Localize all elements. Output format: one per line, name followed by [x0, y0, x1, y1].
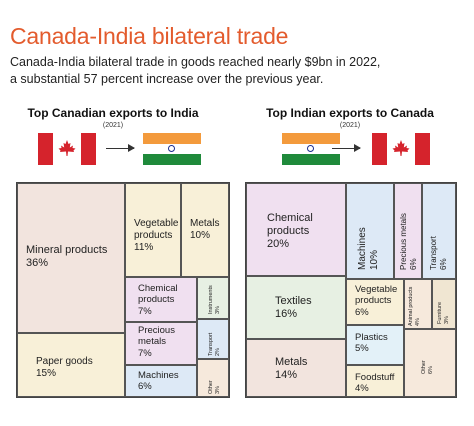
treemap-cell: Metals 14%	[246, 339, 346, 397]
treemap-cell-label: Other	[208, 380, 214, 394]
treemap-cell-label: Vegetable products	[134, 218, 179, 241]
left-panel-title: Top Canadian exports to India	[27, 106, 199, 120]
treemap-cell-label: Mineral products	[26, 244, 108, 256]
treemap-cell: Chemical products 7%	[125, 277, 197, 322]
treemap-cell-value: 4%	[355, 383, 369, 395]
treemap-cell: Vegetable products 6%	[346, 279, 404, 325]
treemap-cell: Plastics 5%	[346, 325, 404, 365]
treemap-cell: Chemical products 20%	[246, 183, 346, 276]
treemap-cell-label: Vegetable products	[355, 284, 398, 307]
treemap-cell-value: 6%	[408, 258, 418, 270]
india-flag-icon	[282, 133, 340, 165]
treemap-cell-value: 5%	[355, 343, 369, 355]
treemap-cell: Precious metals 7%	[125, 322, 197, 365]
treemap-cell: Other 6%	[404, 329, 456, 397]
treemap-cell-label: Plastics	[355, 332, 388, 343]
treemap-cell: Textiles 16%	[246, 276, 346, 339]
treemap-cell: Animal products 4%	[404, 279, 432, 329]
treemap-cell-label: Precious metals	[138, 325, 175, 348]
treemap-cell: Machines 6%	[125, 365, 197, 397]
treemap-cell: Machines 10%	[346, 183, 394, 279]
treemap-cell-value: 3%	[443, 316, 450, 324]
treemap-cell-label: Other	[421, 360, 427, 374]
treemap-cell-value: 6%	[138, 381, 152, 393]
left-panel-year: (2021)	[102, 122, 124, 129]
treemap-cell-value: 3%	[214, 306, 221, 314]
treemap-cell-label: Precious metals	[399, 213, 408, 270]
treemap-cell-label: Animal products	[408, 286, 414, 326]
treemap-cell: Other 3%	[197, 359, 229, 397]
page-title: Canada-India bilateral trade	[10, 23, 289, 49]
treemap-cell-label: Textiles	[275, 295, 312, 307]
treemap-cell-value: 15%	[36, 368, 57, 379]
treemap-cell: Mineral products 36%	[17, 183, 125, 333]
treemap-cell: Paper goods 15%	[17, 333, 125, 397]
treemap-cell: Foodstuff 4%	[346, 365, 404, 397]
treemap-cell-value: 2%	[214, 348, 221, 356]
india-flag-icon	[143, 133, 201, 165]
treemap-cell-label: Paper goods	[36, 356, 93, 367]
treemap-cell-value: 3%	[214, 386, 221, 394]
treemap-cell-value: 36%	[26, 257, 49, 270]
treemap-cell-value: 6%	[427, 366, 434, 374]
treemap-cell-label: Machines	[357, 227, 368, 270]
treemap-cell: Furniture 3%	[432, 279, 456, 329]
treemap-cell-value: 10%	[190, 230, 211, 241]
treemap-canada-exports: Mineral products 36% Paper goods 15% Vegetab…	[16, 182, 230, 398]
treemap-cell: Transport 6%	[422, 183, 456, 279]
treemap-cell-value: 4%	[414, 318, 421, 326]
treemap-india-exports: Chemical products 20% Textiles 16% Metals 14%…	[245, 182, 457, 398]
treemap-cell-label: Metals	[190, 218, 220, 229]
canada-flag-icon	[372, 133, 430, 165]
treemap-cell-label: Instruments	[208, 285, 214, 314]
right-panel-year: (2021)	[339, 122, 361, 129]
treemap-cell: Precious metals 6%	[394, 183, 422, 279]
arrow-icon	[106, 144, 135, 152]
treemap-cell-label: Chemical products	[267, 212, 313, 238]
treemap-cell-value: 20%	[267, 238, 290, 251]
canada-flag-icon	[38, 133, 96, 165]
treemap-cell-label: Metals	[275, 356, 308, 368]
treemap-cell-value: 6%	[355, 306, 369, 318]
subtitle-line-2: a substantial 57 percent increase over t…	[10, 72, 324, 86]
treemap-cell-value: 7%	[138, 305, 152, 317]
treemap-cell: Metals 10%	[181, 183, 229, 277]
treemap-cell-value: 6%	[438, 258, 448, 270]
subtitle-line-1: Canada-India bilateral trade in goods re…	[10, 55, 381, 69]
treemap-cell-label: Chemical products	[138, 283, 178, 306]
treemap-cell-value: 16%	[275, 308, 298, 321]
treemap-cell: Vegetable products 11%	[125, 183, 181, 277]
treemap-cell: Instruments 3%	[197, 277, 229, 319]
treemap-cell-value: 14%	[275, 369, 298, 382]
treemap-cell-label: Furniture	[437, 301, 443, 324]
treemap-cell-label: Transport	[429, 236, 438, 270]
arrow-icon	[332, 144, 361, 152]
treemap-cell: Transport 2%	[197, 319, 229, 359]
treemap-cell-label: Foodstuff	[355, 372, 395, 383]
treemap-cell-value: 11%	[134, 242, 154, 253]
treemap-cell-label: Machines	[138, 370, 179, 381]
treemap-cell-value: 10%	[369, 249, 380, 270]
right-panel-title: Top Indian exports to Canada	[266, 106, 434, 120]
treemap-cell-label: Transport	[208, 332, 214, 356]
treemap-cell-value: 7%	[138, 347, 152, 359]
